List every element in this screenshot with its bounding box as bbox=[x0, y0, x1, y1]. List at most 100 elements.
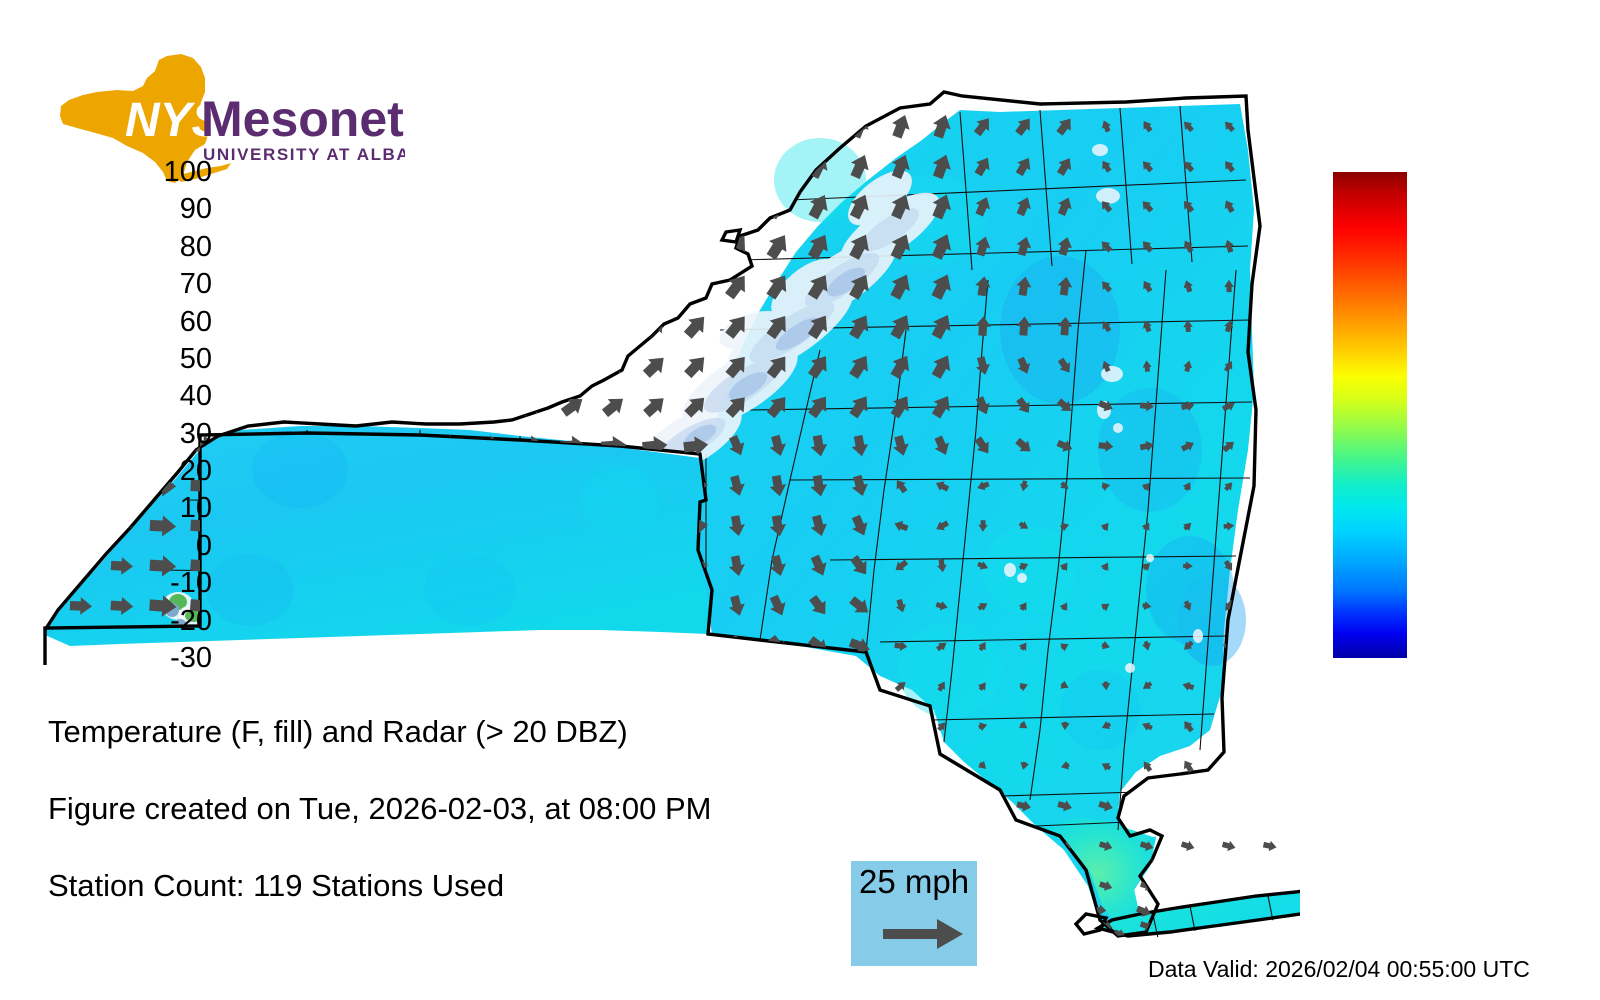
wind-arrow bbox=[560, 358, 583, 378]
wind-arrow bbox=[559, 237, 583, 259]
wind-arrow bbox=[812, 880, 826, 892]
wind-arrow bbox=[231, 198, 255, 218]
wind-arrow bbox=[229, 674, 260, 698]
wind-arrow bbox=[1263, 880, 1277, 891]
wind-arrow bbox=[1015, 157, 1031, 177]
wind-arrow bbox=[934, 435, 949, 455]
wind-arrow bbox=[1016, 920, 1031, 932]
colorbar-tick-0: 0 bbox=[195, 529, 212, 562]
wind-arrow bbox=[1018, 720, 1028, 729]
wind-arrow bbox=[311, 673, 342, 698]
wind-arrow bbox=[849, 274, 869, 300]
wind-arrow bbox=[853, 840, 867, 852]
wind-arrow bbox=[1263, 481, 1276, 491]
wind-arrow bbox=[1183, 240, 1194, 253]
wind-arrow bbox=[45, 477, 51, 495]
wind-arrow bbox=[932, 154, 951, 180]
wind-arrow bbox=[683, 235, 704, 260]
wind-arrow bbox=[435, 634, 464, 658]
wind-arrow bbox=[851, 434, 869, 457]
wind-arrow bbox=[1183, 200, 1195, 213]
wind-arrow bbox=[231, 317, 256, 338]
wind-arrow bbox=[685, 116, 704, 139]
wind-arrow bbox=[476, 634, 505, 657]
wind-arrow bbox=[110, 557, 134, 575]
wind-arrow bbox=[766, 397, 786, 419]
wind-arrow bbox=[476, 674, 506, 698]
logo-subtitle-text: UNIVERSITY AT ALBANY bbox=[203, 145, 405, 164]
wind-arrow bbox=[45, 398, 49, 418]
wind-arrow bbox=[45, 276, 49, 299]
wind-arrow bbox=[1262, 800, 1278, 812]
wind-arrow bbox=[559, 675, 587, 697]
wind-arrow bbox=[1056, 439, 1073, 452]
wind-arrow bbox=[1224, 482, 1233, 492]
wind-arrow bbox=[1265, 559, 1276, 572]
wind-arrow bbox=[936, 520, 950, 531]
wind-arrow bbox=[192, 118, 213, 138]
wind-arrow bbox=[1057, 276, 1073, 296]
wind-arrow bbox=[1223, 559, 1233, 571]
annotation-created: Figure created on Tue, 2026-02-03, at 08… bbox=[48, 791, 712, 826]
wind-arrow bbox=[354, 277, 379, 298]
wind-arrow bbox=[1102, 281, 1112, 293]
wind-arrow bbox=[642, 317, 664, 339]
wind-arrow bbox=[232, 158, 255, 178]
wind-arrow bbox=[602, 116, 622, 139]
wind-arrow bbox=[932, 194, 952, 220]
wind-arrow bbox=[1265, 160, 1276, 173]
wind-arrow bbox=[1016, 800, 1031, 812]
wind-arrow bbox=[891, 154, 910, 180]
wind-arrow bbox=[1181, 400, 1195, 412]
wind-arrow bbox=[766, 356, 786, 379]
colorbar-tick-neg30: -30 bbox=[170, 642, 212, 674]
wind-arrow bbox=[725, 316, 745, 339]
wind-arrow bbox=[1223, 521, 1235, 531]
wind-arrow bbox=[931, 274, 951, 300]
wind-arrow bbox=[642, 276, 664, 300]
wind-arrow bbox=[519, 358, 542, 378]
wind-arrow bbox=[977, 760, 987, 769]
wind-arrow bbox=[1093, 904, 1107, 916]
wind-arrow bbox=[1180, 441, 1194, 452]
wind-arrow bbox=[1101, 763, 1112, 771]
wind-arrow bbox=[477, 318, 502, 338]
wind-arrow bbox=[936, 642, 947, 652]
wind-arrow bbox=[728, 555, 745, 576]
wind-arrow bbox=[811, 800, 827, 812]
wind-arrow bbox=[478, 197, 501, 219]
wind-arrow bbox=[1142, 640, 1151, 651]
wind-arrow bbox=[895, 762, 905, 772]
wind-arrow bbox=[1060, 760, 1070, 770]
wind-arrow bbox=[560, 318, 583, 338]
wind-arrow bbox=[977, 561, 989, 570]
wind-arrow bbox=[437, 158, 460, 178]
wind-arrow bbox=[892, 115, 910, 139]
wind-arrow bbox=[974, 436, 989, 454]
wind-arrow bbox=[1263, 760, 1278, 772]
wind-arrow bbox=[975, 356, 990, 375]
wind-arrow bbox=[975, 316, 991, 336]
wind-arrow bbox=[1018, 602, 1027, 611]
wind-arrow bbox=[272, 277, 297, 298]
wind-arrow bbox=[1265, 679, 1277, 694]
wind-arrow bbox=[1180, 800, 1195, 812]
wind-arrow bbox=[937, 761, 947, 771]
colorbar-gradient bbox=[1333, 172, 1407, 658]
wind-arrow bbox=[149, 515, 177, 537]
wind-arrow bbox=[232, 398, 256, 416]
wind-arrow bbox=[1184, 121, 1194, 133]
wind-arrow bbox=[849, 355, 868, 379]
wind-arrow bbox=[231, 238, 256, 258]
wind-arrow bbox=[1183, 522, 1192, 531]
colorbar-tick-50: 50 bbox=[179, 342, 212, 375]
wind-arrow bbox=[726, 115, 745, 139]
wind-arrow bbox=[1056, 118, 1071, 136]
nys-mesonet-logo: NYS Mesonet UNIVERSITY AT ALBANY bbox=[55, 50, 405, 190]
colorbar-tick-60: 60 bbox=[179, 305, 212, 338]
wind-arrow bbox=[1141, 483, 1150, 492]
wind-arrow bbox=[894, 520, 909, 532]
wind-arrow bbox=[437, 358, 461, 377]
colorbar-tick-labels: 100 90 80 70 60 50 40 30 20 10 0 -10 -20 -30 bbox=[82, 158, 212, 674]
wind-arrow bbox=[642, 357, 664, 378]
